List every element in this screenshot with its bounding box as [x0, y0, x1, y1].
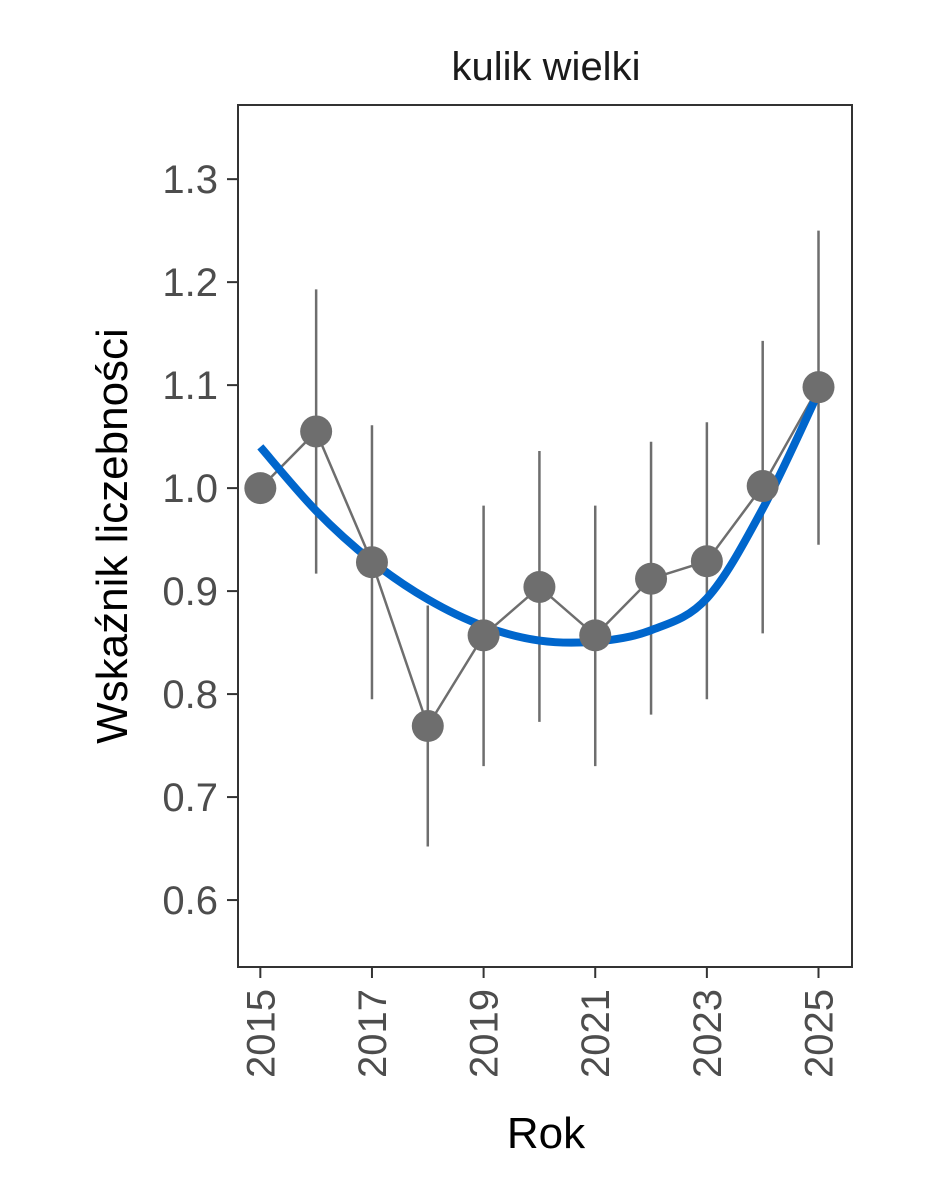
data-points [244, 371, 835, 743]
y-tick-label: 1.2 [162, 261, 218, 305]
data-point [244, 472, 277, 505]
data-point [300, 415, 333, 448]
y-tick-label: 0.7 [162, 776, 218, 820]
x-tick-label: 2021 [574, 989, 618, 1078]
y-tick-label: 0.6 [162, 879, 218, 923]
x-tick-label: 2025 [798, 989, 842, 1078]
x-tick-label: 2019 [463, 989, 507, 1078]
y-axis: 0.6 0.7 0.8 0.9 1.0 1.1 1.2 1.3 [162, 158, 238, 923]
x-tick-label: 2023 [686, 989, 730, 1078]
trend-curve [257, 390, 823, 647]
trend-line [257, 390, 823, 647]
data-point [746, 470, 779, 503]
data-point [635, 562, 668, 595]
data-point [355, 546, 388, 579]
x-axis: 2015 2017 2019 2021 2023 2025 [239, 967, 842, 1078]
y-tick-label: 1.1 [162, 364, 218, 408]
y-axis-title: Wskaźnik liczebności [88, 328, 137, 744]
y-tick-label: 0.8 [162, 673, 218, 717]
x-tick-label: 2017 [351, 989, 395, 1078]
y-tick-label: 1.0 [162, 467, 218, 511]
data-point [523, 570, 556, 603]
data-point [802, 371, 835, 404]
x-tick-label: 2015 [239, 989, 283, 1078]
y-tick-label: 0.9 [162, 570, 218, 614]
data-point [579, 619, 612, 652]
data-point [690, 545, 723, 578]
y-tick-label: 1.3 [162, 158, 218, 202]
data-point [411, 710, 444, 743]
x-axis-title: Rok [507, 1109, 586, 1158]
plot-panel [237, 104, 853, 968]
chart-title: kulik wielki [452, 45, 641, 89]
data-point [467, 619, 500, 652]
